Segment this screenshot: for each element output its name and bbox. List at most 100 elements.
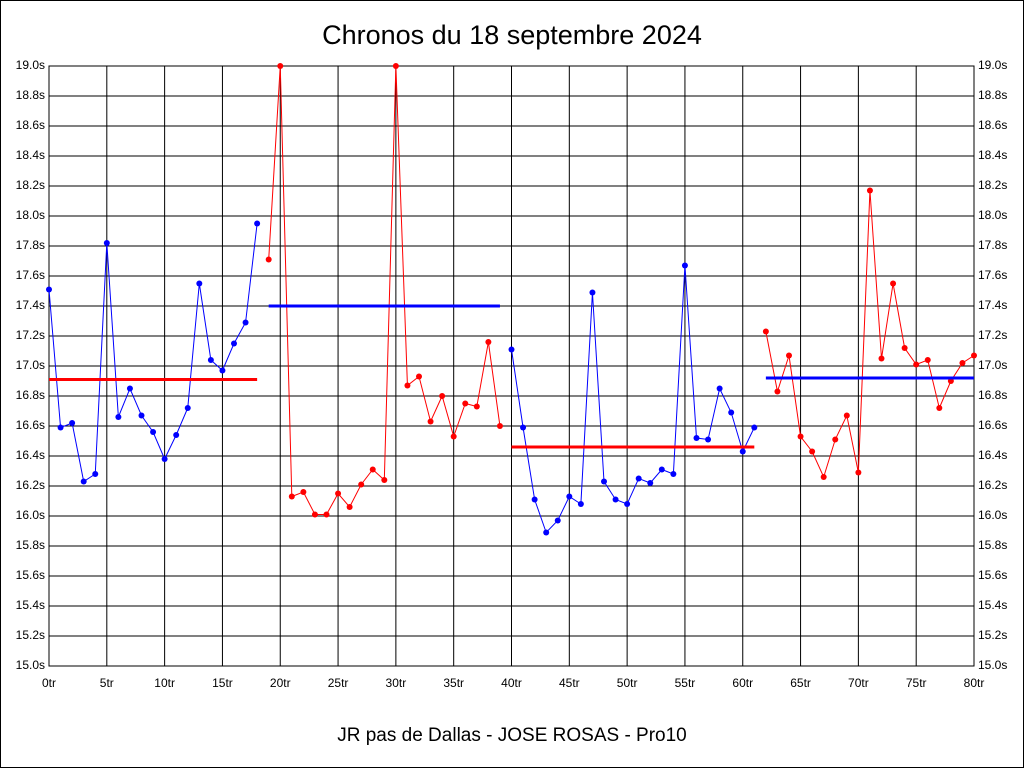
data-point xyxy=(786,352,792,359)
data-point xyxy=(161,456,168,462)
x-tick-label: 65tr xyxy=(790,676,811,690)
data-point xyxy=(126,385,133,392)
data-point xyxy=(890,280,897,287)
y2-tick-label: 17.6s xyxy=(978,268,1007,282)
data-point xyxy=(681,262,688,269)
y2-tick-label: 18.6s xyxy=(978,118,1007,132)
y-tick-label: 19.0s xyxy=(16,58,45,72)
y2-tick-label: 17.8s xyxy=(978,238,1007,252)
data-point xyxy=(913,361,920,368)
x-tick-label: 5tr xyxy=(100,676,114,690)
y-tick-label: 17.8s xyxy=(16,238,45,252)
data-point xyxy=(462,400,469,407)
data-point xyxy=(254,220,261,227)
chart-title: Chronos du 18 septembre 2024 xyxy=(322,20,702,50)
data-point xyxy=(103,240,110,246)
y2-tick-label: 16.4s xyxy=(978,448,1007,462)
data-point xyxy=(184,405,191,411)
y2-tick-label: 16.2s xyxy=(978,478,1007,492)
data-point xyxy=(866,187,873,194)
data-point xyxy=(485,339,492,345)
data-point xyxy=(369,466,376,473)
data-point xyxy=(358,481,365,488)
data-point xyxy=(774,388,781,395)
data-point xyxy=(855,469,862,476)
data-point xyxy=(624,501,631,507)
y-tick-label: 15.6s xyxy=(16,568,45,582)
data-point xyxy=(971,352,977,359)
data-point xyxy=(496,423,503,429)
y2-tick-label: 15.4s xyxy=(978,598,1007,612)
y-tick-label: 18.2s xyxy=(16,178,45,192)
x-tick-label: 40tr xyxy=(501,676,522,690)
y-tick-label: 17.2s xyxy=(16,328,45,342)
y-tick-label: 16.4s xyxy=(16,448,45,462)
x-tick-label: 75tr xyxy=(906,676,927,690)
y2-tick-label: 15.8s xyxy=(978,538,1007,552)
data-point xyxy=(797,433,804,440)
y2-tick-label: 15.0s xyxy=(978,658,1007,672)
data-point xyxy=(277,63,284,69)
data-point xyxy=(427,418,434,425)
data-point xyxy=(832,436,839,443)
data-point xyxy=(404,382,411,389)
x-tick-label: 0tr xyxy=(42,676,56,690)
data-point xyxy=(242,319,249,326)
data-point xyxy=(635,475,642,482)
y-tick-label: 17.0s xyxy=(16,358,45,372)
plot-border xyxy=(48,65,975,667)
y2-tick-label: 18.4s xyxy=(978,148,1007,162)
data-point xyxy=(450,433,457,440)
data-point xyxy=(843,412,850,419)
y2-tick-label: 17.4s xyxy=(978,298,1007,312)
y-tick-label: 17.4s xyxy=(16,298,45,312)
data-point xyxy=(69,420,76,426)
data-point xyxy=(346,504,353,510)
data-point xyxy=(115,414,122,420)
x-tick-label: 80tr xyxy=(964,676,985,690)
x-tick-label: 35tr xyxy=(443,676,464,690)
y2-tick-label: 15.2s xyxy=(978,628,1007,642)
x-axis-label: JR pas de Dallas - JOSE ROSAS - Pro10 xyxy=(337,725,687,746)
data-point xyxy=(543,529,550,536)
data-point xyxy=(300,489,307,495)
data-point xyxy=(705,436,712,443)
y-tick-label: 17.6s xyxy=(16,268,45,282)
data-point xyxy=(728,409,735,416)
data-point xyxy=(173,432,180,438)
x-tick-label: 10tr xyxy=(154,676,175,690)
y2-tick-label: 18.0s xyxy=(978,208,1007,222)
y-tick-label: 15.8s xyxy=(16,538,45,552)
data-point xyxy=(57,424,64,431)
data-point xyxy=(658,466,665,473)
y2-tick-label: 17.2s xyxy=(978,328,1007,342)
data-point xyxy=(959,360,966,366)
data-point xyxy=(311,511,318,518)
data-point xyxy=(554,517,561,524)
y-tick-label: 16.6s xyxy=(16,418,45,432)
y-tick-label: 16.0s xyxy=(16,508,45,522)
data-point xyxy=(323,511,330,518)
y-tick-label: 15.0s xyxy=(16,658,45,672)
y-tick-label: 15.4s xyxy=(16,598,45,612)
x-tick-label: 70tr xyxy=(848,676,869,690)
data-point xyxy=(762,328,769,335)
data-point xyxy=(196,280,203,287)
y2-tick-label: 16.0s xyxy=(978,508,1007,522)
data-point xyxy=(670,471,677,477)
data-point xyxy=(809,448,816,455)
data-point xyxy=(150,429,157,435)
data-point xyxy=(901,345,908,351)
data-point xyxy=(520,424,527,431)
y-tick-label: 18.4s xyxy=(16,148,45,162)
y2-tick-label: 16.6s xyxy=(978,418,1007,432)
y2-tick-label: 15.6s xyxy=(978,568,1007,582)
y-tick-label: 16.8s xyxy=(16,388,45,402)
data-point xyxy=(589,289,596,296)
data-point xyxy=(138,412,145,419)
data-point xyxy=(288,493,295,500)
data-point xyxy=(531,496,538,503)
y-tick-label: 15.2s xyxy=(16,628,45,642)
data-point xyxy=(739,448,746,455)
